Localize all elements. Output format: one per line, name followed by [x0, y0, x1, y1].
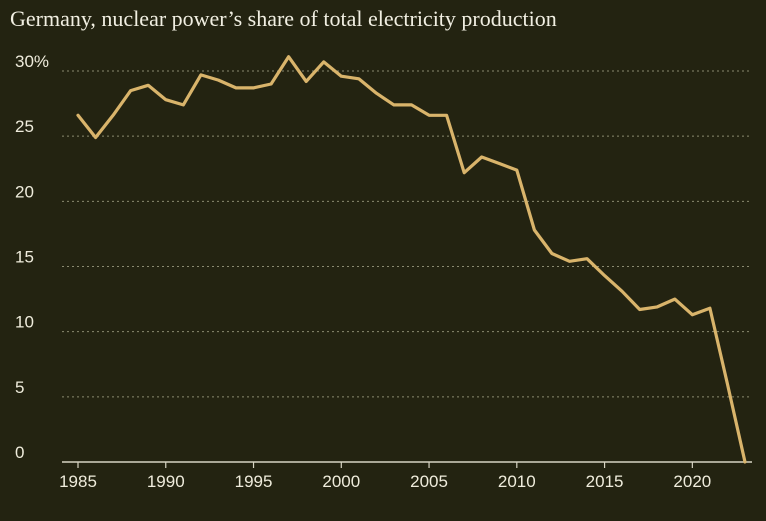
y-tick-label: 25: [15, 117, 34, 136]
y-tick-label: 30%: [15, 52, 49, 71]
x-tick-label: 2020: [673, 472, 711, 491]
chart-title: Germany, nuclear power’s share of total …: [10, 6, 557, 31]
x-tick-label: 2000: [322, 472, 360, 491]
y-tick-label: 0: [15, 443, 24, 462]
y-tick-label: 20: [15, 182, 34, 201]
x-tick-label: 2005: [410, 472, 448, 491]
y-tick-label: 15: [15, 248, 34, 267]
x-tick-label: 1995: [235, 472, 273, 491]
y-axis-labels: 0 5 10 15 20 25 30%: [15, 52, 49, 462]
series-line: [76, 55, 747, 464]
x-tick-label: 2015: [586, 472, 624, 491]
x-axis-labels: 1985 1990 1995 2000 2005 2010 2015 2020: [59, 462, 711, 491]
y-tick-label: 5: [15, 378, 24, 397]
x-tick-label: 2010: [498, 472, 536, 491]
x-tick-label: 1985: [59, 472, 97, 491]
data-series: [76, 55, 747, 464]
x-tick-label: 1990: [147, 472, 185, 491]
gridlines: [62, 70, 752, 398]
y-tick-label: 10: [15, 313, 34, 332]
